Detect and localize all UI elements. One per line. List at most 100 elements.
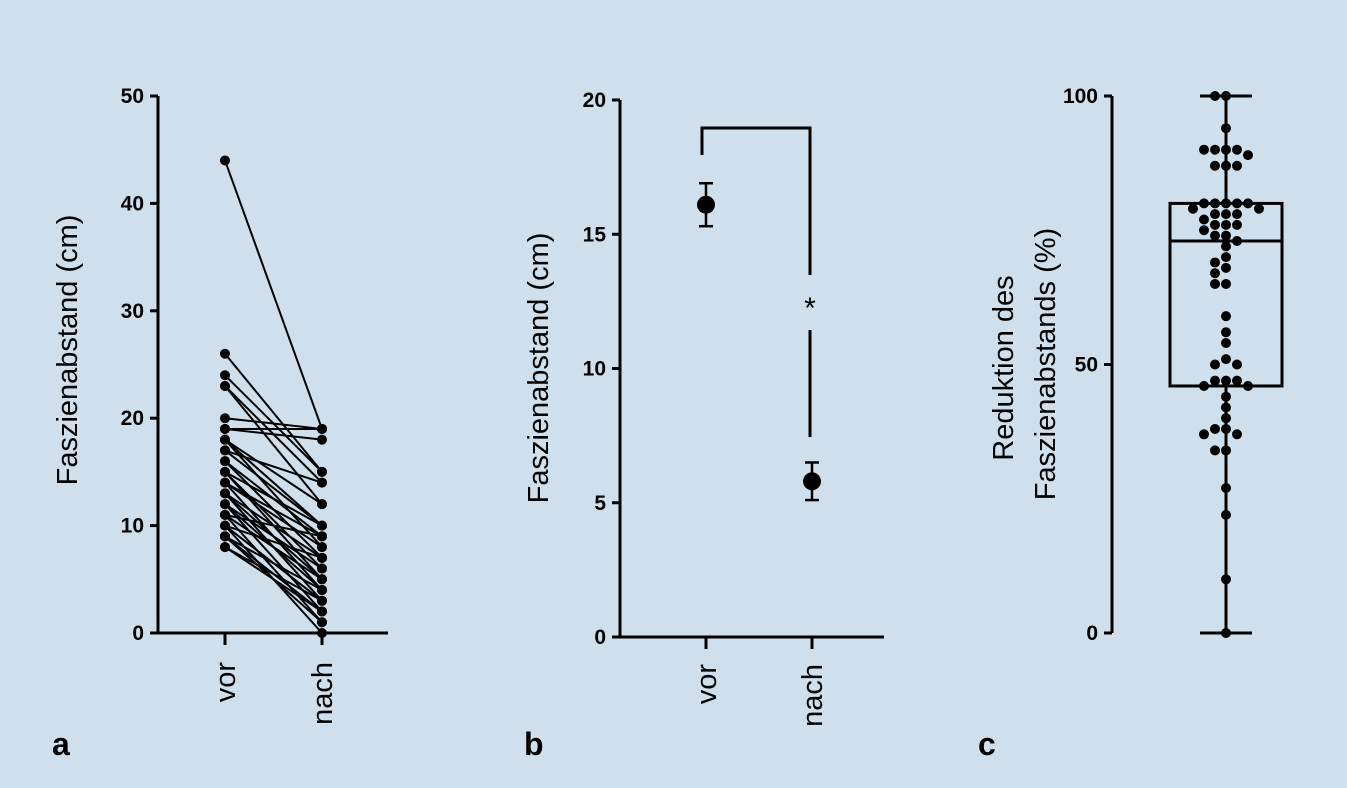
panel-a-pair-line xyxy=(224,503,323,570)
panel-c-data-point xyxy=(1221,91,1231,101)
panel-a-point-nach xyxy=(317,434,327,445)
panel-a-x-tick-label-nach: nach xyxy=(307,662,339,725)
panel-b-chart: Faszienabstand (cm) 0 5 10 15 20 vor nach * xyxy=(523,89,884,727)
panel-c-data-point xyxy=(1221,391,1231,402)
panel-label-b: b xyxy=(524,726,544,762)
panel-c-data-point xyxy=(1210,268,1220,279)
significance-star: * xyxy=(804,292,816,325)
panel-a-y-ticks: 0 10 20 30 40 50 xyxy=(121,85,158,645)
panel-a-pair-line xyxy=(224,438,323,527)
panel-a-point-vor xyxy=(220,488,230,499)
panel-a-point-vor xyxy=(220,477,230,488)
panel-a-y-tick-label: 0 xyxy=(132,622,144,645)
panel-c-data-point xyxy=(1221,445,1231,456)
panel-a-point-nach xyxy=(317,585,327,596)
panel-a-data-points xyxy=(220,155,327,638)
panel-a-point-vor xyxy=(220,423,230,434)
significance-bracket xyxy=(700,126,812,275)
panel-b-y-tick-label: 15 xyxy=(583,223,607,246)
panel-b-x-tick-label-vor: vor xyxy=(691,664,723,705)
panel-a-y-tick-label: 30 xyxy=(121,300,144,323)
panel-c-data-point xyxy=(1232,209,1242,220)
panel-b-y-tick-label: 0 xyxy=(594,626,606,649)
panel-a-pair-line xyxy=(224,427,323,441)
panel-b-x-tick-label-nach: nach xyxy=(797,664,829,727)
panel-a-point-nach xyxy=(317,477,327,488)
panel-c-y-tick-label: 50 xyxy=(1075,354,1098,377)
panel-a-point-nach xyxy=(317,499,327,510)
panel-b-mean-point-vor xyxy=(697,195,715,214)
panel-c-data-point xyxy=(1210,230,1220,241)
panel-b-y-tick-label: 10 xyxy=(583,358,606,381)
panel-a-pair-line xyxy=(224,546,323,613)
panel-a-y-tick-label: 20 xyxy=(121,407,144,430)
panel-b-y-ticks: 0 5 10 15 20 xyxy=(583,89,620,649)
panel-c-data-point xyxy=(1221,198,1231,209)
panel-a-pair-line xyxy=(224,471,323,527)
panel-a-pair-line xyxy=(224,481,323,538)
panel-c-data-point xyxy=(1210,445,1220,456)
panel-a-pair-line xyxy=(224,535,323,591)
panel-c-y-axis-label-line-2: Faszienabstands (%) xyxy=(1030,228,1062,500)
panel-a-point-nach xyxy=(317,617,327,628)
panel-a-point-vor xyxy=(220,380,230,391)
panel-c-data-point xyxy=(1199,144,1209,155)
panel-a-point-nach xyxy=(317,552,327,563)
panel-b-x-ticks: vor nach xyxy=(691,637,829,727)
panel-c-data-point xyxy=(1199,380,1209,391)
panel-c-chart: Reduktion des Faszienabstands (%) 0 50 100 xyxy=(988,85,1284,645)
panel-c-data-point xyxy=(1232,359,1242,370)
panel-a-point-vor xyxy=(220,520,230,531)
panel-a-pair-line xyxy=(224,449,323,527)
panel-a-pair-line xyxy=(224,438,323,505)
panel-c-boxplot xyxy=(1168,94,1284,635)
panel-c-data-point xyxy=(1221,241,1231,252)
panel-a-pair-line xyxy=(224,353,323,473)
panel-a-pair-line xyxy=(224,449,323,484)
panel-c-data-point xyxy=(1210,423,1220,434)
panel-c-data-point xyxy=(1210,278,1220,289)
panel-c-y-tick-label: 0 xyxy=(1086,622,1098,645)
panel-a-point-vor xyxy=(220,466,230,477)
panel-c-data-point xyxy=(1210,209,1220,220)
panel-c-data-points xyxy=(1188,91,1264,638)
panel-c-data-point xyxy=(1232,429,1242,440)
panel-a-point-nach xyxy=(317,520,327,531)
panel-c-data-point xyxy=(1199,214,1209,225)
panel-c-data-point xyxy=(1210,219,1220,230)
panel-c-data-point xyxy=(1210,198,1220,209)
panel-c-y-axis-label-line-1: Reduktion des xyxy=(988,275,1020,460)
panel-c-data-point xyxy=(1210,91,1220,101)
panel-c-data-point xyxy=(1232,375,1242,386)
panel-a-point-nach xyxy=(317,563,327,574)
panel-c-data-point xyxy=(1221,311,1231,322)
panel-c-data-point xyxy=(1221,574,1231,585)
panel-c-data-point xyxy=(1221,483,1231,494)
panel-label-a: a xyxy=(52,726,70,762)
panel-c-data-point xyxy=(1221,354,1231,365)
panel-c-data-point xyxy=(1221,509,1231,520)
panel-c-data-point xyxy=(1243,198,1253,209)
panel-c-data-point xyxy=(1221,219,1231,230)
panel-a-point-vor xyxy=(220,370,230,381)
panel-a-point-nach xyxy=(317,466,327,477)
panel-label-c: c xyxy=(978,726,996,762)
panel-c-data-point xyxy=(1221,628,1231,638)
panel-a-pair-lines xyxy=(224,160,323,634)
panel-c-data-point xyxy=(1254,203,1264,214)
panel-a-pair-line xyxy=(224,514,323,623)
panel-c-data-point xyxy=(1221,338,1231,349)
panel-c-data-point xyxy=(1221,262,1231,273)
panel-a-pair-line xyxy=(224,513,323,538)
panel-a-pair-line xyxy=(224,524,323,559)
panel-c-data-point xyxy=(1232,198,1242,209)
panel-a-y-tick-label: 10 xyxy=(121,515,144,538)
panel-c-data-point xyxy=(1210,144,1220,155)
panel-a-point-vor xyxy=(220,434,230,445)
panel-c-data-point xyxy=(1199,429,1209,440)
panel-c-y-axis-label: Reduktion des Faszienabstands (%) xyxy=(988,228,1062,500)
panel-b-mean-point-nach xyxy=(803,472,821,491)
panel-a-pair-line xyxy=(224,546,323,602)
panel-c-y-ticks: 0 50 100 xyxy=(1063,85,1112,645)
panel-c-data-point xyxy=(1221,160,1231,171)
